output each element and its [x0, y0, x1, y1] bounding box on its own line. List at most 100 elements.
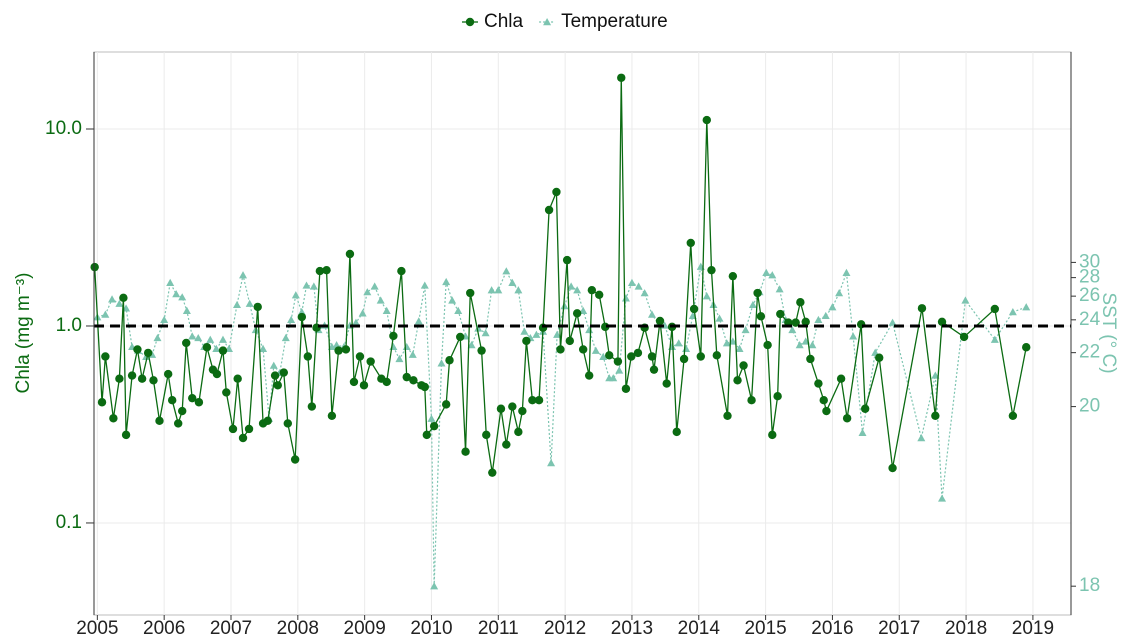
data-point: [259, 344, 268, 352]
legend-label: Temperature: [561, 11, 668, 32]
data-point: [202, 343, 212, 352]
data-point: [888, 318, 897, 326]
data-point: [345, 249, 355, 259]
data-point: [1022, 343, 1031, 352]
data-point: [233, 374, 242, 383]
data-point: [290, 455, 300, 464]
data-point: [115, 299, 124, 307]
data-point: [153, 333, 162, 342]
data-point: [565, 336, 575, 346]
data-point: [702, 292, 711, 300]
data-point: [649, 365, 659, 374]
x-tick-label: 2010: [410, 618, 452, 637]
data-point: [496, 404, 506, 413]
data-point: [283, 419, 292, 428]
data-point: [747, 395, 756, 405]
x-tick-label: 2017: [878, 618, 920, 637]
y-tick-label: 1.0: [56, 315, 82, 336]
data-point: [429, 421, 439, 431]
data-point: [188, 393, 197, 403]
data-point: [640, 289, 649, 297]
data-point: [397, 266, 406, 276]
data-point: [160, 315, 169, 324]
y2-tick-label: 24: [1079, 309, 1101, 330]
data-point: [615, 366, 624, 374]
data-point: [722, 339, 731, 347]
data-point: [553, 330, 562, 338]
data-point: [90, 262, 99, 272]
data-point: [101, 352, 110, 361]
data-point: [562, 255, 572, 265]
data-point: [477, 346, 486, 355]
data-point: [341, 345, 351, 354]
data-point: [466, 288, 475, 298]
data-point: [627, 352, 636, 361]
data-point: [842, 268, 851, 276]
data-point: [238, 433, 248, 443]
data-point: [222, 388, 231, 397]
data-point: [544, 205, 554, 215]
data-point: [376, 296, 385, 304]
data-point: [402, 372, 411, 382]
y2-tick-label: 22: [1079, 342, 1100, 363]
data-point: [835, 289, 844, 297]
data-point: [420, 382, 429, 392]
data-point: [382, 377, 391, 387]
data-point: [1008, 308, 1017, 316]
x-tick-label: 2009: [344, 618, 386, 637]
data-point: [686, 238, 695, 248]
data-point: [273, 381, 282, 390]
data-point: [182, 306, 191, 314]
data-point: [961, 296, 970, 304]
series: [93, 262, 1031, 590]
y-tick-label: 0.1: [56, 512, 82, 533]
y2-tick-label: 18: [1079, 575, 1100, 596]
data-point: [518, 406, 527, 416]
y-axis-label: Chla (mg m⁻³): [13, 273, 34, 394]
data-point: [358, 309, 367, 317]
x-tick-label: 2019: [1012, 618, 1054, 637]
data-point: [454, 306, 463, 314]
data-point: [613, 357, 623, 366]
data-point: [572, 309, 582, 318]
x-tick-label: 2016: [811, 618, 853, 637]
data-point: [448, 296, 457, 304]
data-point: [931, 411, 940, 420]
data-point: [647, 310, 656, 318]
data-point: [302, 281, 311, 289]
data-point: [322, 265, 331, 275]
x-tick-label: 2011: [478, 618, 519, 637]
data-point: [556, 345, 565, 354]
x-tick-label: 2007: [210, 618, 252, 637]
data-point: [578, 345, 588, 354]
data-point: [768, 271, 777, 279]
data-point: [768, 430, 777, 440]
data-point: [327, 411, 337, 420]
data-point: [795, 341, 804, 349]
data-point: [560, 302, 569, 310]
data-point: [655, 316, 665, 326]
data-point: [836, 374, 846, 383]
data-point: [1022, 303, 1031, 311]
data-point: [389, 331, 398, 341]
data-point: [627, 278, 636, 286]
data-point: [291, 291, 300, 299]
data-point: [937, 317, 947, 327]
data-point: [514, 427, 523, 437]
data-point: [502, 267, 511, 275]
data-point: [702, 115, 711, 125]
data-point: [133, 345, 142, 354]
data-point: [534, 395, 544, 405]
data-point: [494, 286, 503, 294]
data-point: [155, 416, 164, 426]
data-point: [279, 368, 288, 377]
x-tick-label: 2006: [143, 618, 185, 637]
legend-marker: [465, 17, 475, 27]
data-point: [791, 318, 800, 327]
data-point: [281, 333, 290, 342]
data-point: [430, 582, 439, 590]
data-point: [355, 352, 365, 361]
data-point: [567, 282, 576, 290]
data-point: [860, 404, 870, 413]
